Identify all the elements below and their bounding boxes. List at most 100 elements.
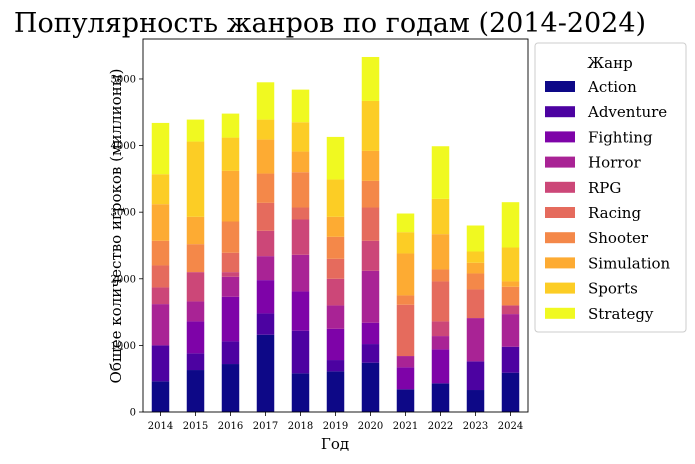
bar-segment-action-2019 (326, 371, 345, 412)
y-tick-label: 0 (130, 408, 136, 419)
bar-segment-sports-2022 (431, 198, 450, 235)
bar-segment-fighting-2022 (431, 349, 450, 384)
bar-segment-horror-2014 (151, 304, 170, 346)
bar-segment-sports-2016 (221, 137, 240, 171)
bar-segment-sports-2021 (396, 232, 415, 254)
bar-segment-sports-2015 (186, 141, 205, 217)
bar-segment-fighting-2020 (361, 322, 380, 345)
x-tick-label: 2020 (358, 421, 383, 432)
bar-segment-strategy-2015 (186, 119, 205, 142)
legend-label-action: Action (587, 78, 637, 96)
x-tick-label: 2019 (323, 421, 348, 432)
bar-segment-shooter-2019 (326, 236, 345, 259)
bar-segment-fighting-2018 (291, 291, 310, 331)
x-axis: 2014 2015 2016 2017 2018 2019 2020 2021 2022 2023… (148, 412, 523, 432)
bar-segment-fighting-2017 (256, 280, 275, 314)
y-tick-label: 2000 (111, 274, 136, 285)
bars-layer (151, 56, 520, 412)
bar-segment-racing-2022 (431, 281, 450, 322)
x-tick-label: 2014 (148, 421, 173, 432)
legend-swatch-shooter (545, 232, 575, 244)
bar-segment-action-2021 (396, 389, 415, 412)
bar-segment-racing-2018 (291, 207, 310, 220)
bar-segment-racing-2019 (326, 258, 345, 279)
bar-segment-fighting-2019 (326, 328, 345, 361)
bar-segment-sports-2023 (466, 251, 485, 263)
bar-segment-horror-2019 (326, 305, 345, 329)
bar-segment-simulation-2020 (361, 150, 380, 181)
bar-segment-simulation-2014 (151, 204, 170, 241)
bar-segment-action-2022 (431, 383, 450, 412)
bar-segment-sports-2018 (291, 122, 310, 152)
bar-segment-strategy-2016 (221, 113, 240, 138)
legend-swatch-simulation (545, 257, 575, 269)
bar-segment-simulation-2024 (501, 281, 520, 287)
bar-segment-shooter-2023 (466, 273, 485, 290)
legend-label-adventure: Adventure (587, 103, 667, 121)
y-tick-label: 4000 (111, 141, 136, 152)
bar-segment-shooter-2014 (151, 240, 170, 266)
x-tick-label: 2023 (463, 421, 488, 432)
bar-segment-shooter-2016 (221, 221, 240, 253)
bar-segment-simulation-2018 (291, 151, 310, 173)
bar-segment-simulation-2015 (186, 216, 205, 245)
bar-segment-shooter-2017 (256, 173, 275, 203)
bar-segment-strategy-2019 (326, 136, 345, 180)
bar-segment-adventure-2020 (361, 344, 380, 363)
legend-swatch-fighting (545, 131, 575, 143)
bar-segment-adventure-2016 (221, 341, 240, 365)
chart-title: Популярность жанров по годам (2014-2024) (14, 8, 646, 39)
legend-swatch-rpg (545, 181, 575, 193)
legend-label-racing: Racing (588, 204, 641, 222)
x-axis-label: Год (321, 435, 349, 453)
bar-segment-adventure-2014 (151, 345, 170, 382)
bar-segment-sports-2024 (501, 247, 520, 282)
legend-label-rpg: RPG (588, 179, 621, 197)
legend-label-strategy: Strategy (588, 305, 654, 323)
bar-segment-sports-2020 (361, 100, 380, 151)
legend-label-horror: Horror (588, 154, 641, 172)
bar-segment-action-2020 (361, 362, 380, 412)
bar-segment-rpg-2022 (431, 321, 450, 337)
bar-segment-action-2014 (151, 381, 170, 412)
legend: Жанр Action Adventure Fighting Horror RPG Rac… (534, 42, 687, 333)
bar-segment-shooter-2020 (361, 180, 380, 208)
bar-segment-fighting-2015 (186, 321, 205, 354)
bar-segment-adventure-2019 (326, 360, 345, 372)
legend-swatch-horror (545, 156, 575, 168)
bar-segment-horror-2024 (501, 314, 520, 347)
bar-segment-sports-2017 (256, 119, 275, 140)
bar-segment-adventure-2018 (291, 330, 310, 374)
x-tick-label: 2016 (218, 421, 243, 432)
bar-segment-strategy-2018 (291, 89, 310, 123)
bar-segment-racing-2021 (396, 304, 415, 357)
bar-segment-horror-2020 (361, 270, 380, 323)
x-tick-label: 2022 (428, 421, 453, 432)
legend-label-shooter: Shooter (588, 229, 649, 247)
bar-segment-horror-2023 (466, 318, 485, 362)
bar-segment-racing-2017 (256, 202, 275, 231)
bar-segment-strategy-2017 (256, 82, 275, 120)
bar-segment-racing-2016 (221, 252, 240, 273)
x-tick-label: 2021 (393, 421, 418, 432)
bar-segment-action-2018 (291, 373, 310, 412)
bar-segment-racing-2023 (466, 289, 485, 319)
x-tick-label: 2017 (253, 421, 278, 432)
bar-segment-horror-2018 (291, 254, 310, 292)
bar-segment-action-2023 (466, 390, 485, 412)
bar-segment-simulation-2022 (431, 234, 450, 270)
bar-segment-simulation-2016 (221, 170, 240, 222)
bar-segment-strategy-2021 (396, 213, 415, 233)
bar-segment-strategy-2014 (151, 122, 170, 175)
bar-segment-rpg-2018 (291, 219, 310, 255)
bar-segment-rpg-2019 (326, 278, 345, 306)
bar-segment-horror-2021 (396, 356, 415, 368)
bar-segment-simulation-2021 (396, 253, 415, 296)
bar-segment-strategy-2023 (466, 225, 485, 252)
bar-segment-rpg-2020 (361, 240, 380, 271)
bar-segment-strategy-2020 (361, 56, 380, 101)
bar-segment-action-2017 (256, 334, 275, 412)
legend-swatch-sports (545, 282, 575, 294)
bar-segment-simulation-2017 (256, 139, 275, 174)
